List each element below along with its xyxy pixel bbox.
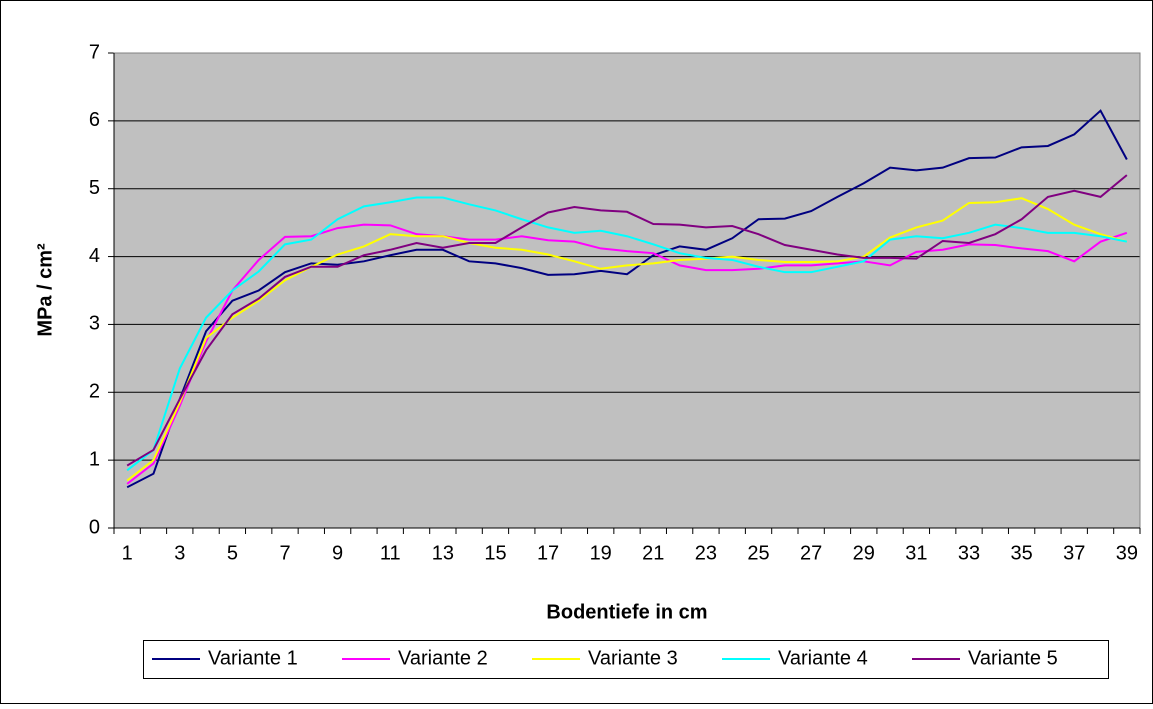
series-line	[126, 109, 1128, 489]
y-tick-label: 3	[89, 313, 100, 335]
x-tick-label: 27	[800, 542, 822, 564]
x-tick-label: 25	[747, 542, 769, 564]
series-line	[126, 196, 1128, 472]
x-tick-label: 5	[227, 542, 238, 564]
legend-label: Variante 4	[778, 647, 868, 669]
series-line	[126, 174, 1128, 467]
plot-area	[114, 53, 1140, 528]
x-tick-label: 29	[853, 542, 875, 564]
x-tick-label: 9	[332, 542, 343, 564]
legend-label: Variante 5	[968, 647, 1058, 669]
x-tick-label: 23	[695, 542, 717, 564]
y-tick-label: 6	[89, 109, 100, 131]
x-tick-label: 35	[1010, 542, 1032, 564]
x-tick-label: 37	[1063, 542, 1085, 564]
x-tick-label: 19	[590, 542, 612, 564]
x-tick-label: 33	[958, 542, 980, 564]
x-tick-label: 39	[1116, 542, 1138, 564]
series-line	[126, 197, 1128, 482]
y-tick-label: 4	[89, 245, 100, 267]
x-tick-label: 11	[380, 542, 401, 564]
legend-label: Variante 1	[208, 647, 298, 669]
y-tick-label: 2	[89, 381, 100, 403]
y-tick-label: 0	[89, 516, 100, 538]
legend-label: Variante 3	[588, 647, 678, 669]
y-axis-label: MPa / cm²	[34, 243, 56, 337]
x-tick-label: 1	[122, 542, 133, 564]
x-axis-label: Bodentiefe in cm	[546, 601, 707, 623]
y-tick-label: 1	[89, 448, 100, 470]
x-tick-label: 31	[905, 542, 927, 564]
x-tick-label: 21	[642, 542, 664, 564]
y-tick-label: 5	[89, 177, 100, 199]
x-tick-label: 17	[537, 542, 559, 564]
x-tick-label: 7	[279, 542, 290, 564]
x-tick-label: 15	[484, 542, 506, 564]
x-tick-label: 3	[174, 542, 185, 564]
y-tick-label: 7	[89, 41, 100, 63]
x-tick-label: 13	[432, 542, 454, 564]
legend-label: Variante 2	[398, 647, 488, 669]
series-line	[126, 223, 1128, 485]
